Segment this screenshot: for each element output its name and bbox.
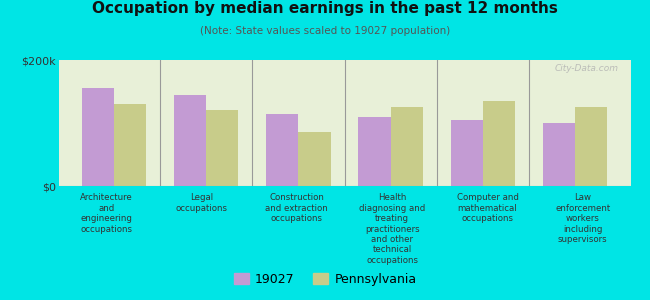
Bar [206,110,239,186]
Text: Construction
and extraction
occupations: Construction and extraction occupations [265,194,328,223]
Text: Legal
occupations: Legal occupations [176,194,227,213]
Text: Occupation by median earnings in the past 12 months: Occupation by median earnings in the pas… [92,2,558,16]
Bar [298,132,331,186]
Text: Health
diagnosing and
treating
practitioners
and other
technical
occupations: Health diagnosing and treating practitio… [359,194,425,265]
Text: (Note: State values scaled to 19027 population): (Note: State values scaled to 19027 popu… [200,26,450,35]
Text: Computer and
mathematical
occupations: Computer and mathematical occupations [456,194,519,223]
Bar [450,120,483,186]
Bar [114,104,146,186]
Bar [483,101,515,186]
Bar [81,88,114,186]
Legend: 19027, Pennsylvania: 19027, Pennsylvania [229,268,421,291]
Bar [174,94,206,186]
Text: Law
enforcement
workers
including
supervisors: Law enforcement workers including superv… [555,194,610,244]
Bar [358,117,391,186]
Bar [543,123,575,186]
Bar [266,113,298,186]
Text: Architecture
and
engineering
occupations: Architecture and engineering occupations [80,194,133,234]
Bar [391,107,423,186]
Text: City-Data.com: City-Data.com [555,64,619,73]
Bar [575,107,608,186]
